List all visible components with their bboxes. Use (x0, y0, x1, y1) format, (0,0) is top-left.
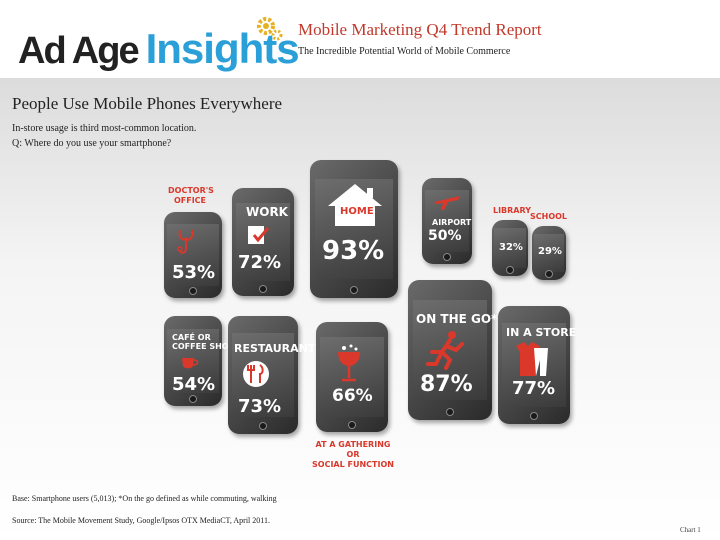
footnote-source: Source: The Mobile Movement Study, Googl… (12, 516, 270, 525)
footnote-base: Base: Smartphone users (5,013); *On the … (12, 494, 277, 503)
header: Ad Age Insights Mobile Marketing Q4 Tren… (0, 0, 720, 78)
percent-doctors-office: 53% (172, 262, 216, 283)
label-gathering: AT A GATHERING OR SOCIAL FUNCTION (312, 440, 394, 469)
percent-home: 93% (322, 236, 385, 266)
label-cafe: CAFÉ OR COFFEE SHOP (172, 333, 235, 351)
gear-icon (257, 17, 283, 41)
house-icon (328, 184, 382, 226)
percent-airport: 50% (428, 228, 462, 244)
percent-cafe: 54% (172, 374, 216, 395)
airplane-icon (434, 196, 460, 210)
phone-library (492, 220, 528, 276)
percent-school: 29% (538, 246, 562, 257)
subtitle-line-1: In-store usage is third most-common loca… (12, 123, 197, 134)
percent-on-the-go: 87% (420, 372, 473, 397)
percent-restaurant: 73% (238, 396, 282, 417)
logo-ad-age: Ad Age (18, 30, 140, 72)
phone-home (310, 160, 398, 298)
stethoscope-icon (177, 229, 194, 254)
checklist-icon (248, 226, 270, 244)
phone-in-a-store (498, 306, 570, 424)
label-on-the-go: ON THE GO* (416, 312, 498, 326)
ad-age-insights-logo: Ad Age Insights (18, 14, 300, 72)
label-home: HOME (340, 206, 374, 217)
chart-number: Chart 1 (680, 526, 701, 534)
page-title: People Use Mobile Phones Everywhere (12, 94, 283, 113)
coffee-cup-icon (182, 358, 199, 369)
label-doctors-office: DOCTOR'S OFFICE (168, 186, 214, 205)
content-panel (0, 78, 720, 540)
label-work: WORK (246, 205, 288, 219)
percent-in-a-store: 77% (512, 378, 556, 399)
percent-library: 32% (499, 242, 523, 253)
clothing-icon (516, 342, 548, 376)
cocktail-glass-icon (338, 344, 360, 382)
label-school: SCHOOL (530, 212, 568, 221)
phone-gathering (316, 322, 388, 432)
label-library: LIBRARY (492, 206, 532, 215)
phone-airport (422, 178, 472, 264)
report-title: Mobile Marketing Q4 Trend Report (298, 20, 542, 39)
running-person-icon (426, 331, 464, 370)
phone-school (532, 226, 566, 280)
subtitle-line-2: Q: Where do you use your smartphone? (12, 138, 172, 149)
label-restaurant: RESTAURANT (234, 342, 316, 355)
percent-work: 72% (238, 252, 282, 273)
percent-gathering: 66% (332, 386, 373, 406)
fork-knife-icon (243, 361, 269, 387)
report-subtitle: The Incredible Potential World of Mobile… (298, 46, 511, 57)
label-in-a-store: IN A STORE (506, 326, 577, 339)
phone-doctors-office (164, 212, 222, 298)
label-airport: AIRPORT (432, 218, 472, 227)
phone-on-the-go (408, 280, 492, 420)
